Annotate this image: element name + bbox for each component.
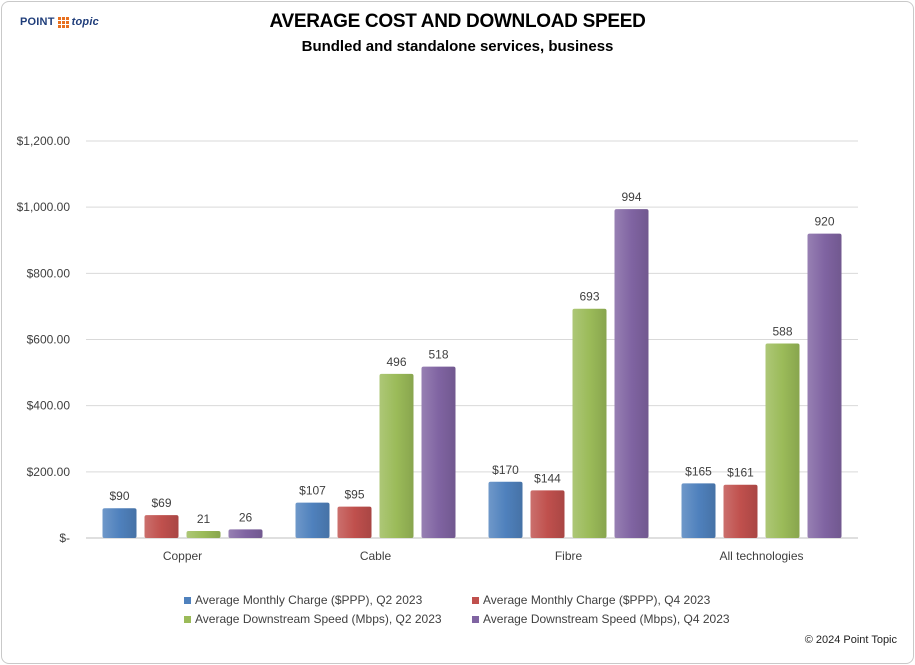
- legend-swatch: [472, 615, 479, 623]
- data-label: 994: [621, 190, 641, 204]
- data-label: $161: [727, 466, 754, 480]
- y-tick-label: $400.00: [27, 399, 71, 413]
- bar: [186, 531, 221, 538]
- y-tick-label: $1,200.00: [17, 134, 71, 148]
- x-tick-label: All technologies: [719, 549, 803, 563]
- data-label: $165: [685, 464, 712, 478]
- legend-label: Average Monthly Charge ($PPP), Q4 2023: [483, 593, 711, 607]
- bar: [102, 508, 137, 538]
- bar: [765, 343, 800, 538]
- bar: [295, 502, 330, 538]
- data-label: $144: [534, 471, 561, 485]
- bar: [337, 506, 372, 538]
- data-label: 518: [428, 348, 448, 362]
- chart-title: AVERAGE COST AND DOWNLOAD SPEED: [269, 11, 646, 32]
- y-tick-label: $-: [59, 531, 70, 545]
- data-label: $90: [109, 489, 129, 503]
- data-label: 920: [814, 215, 834, 229]
- legend-swatch: [472, 596, 479, 604]
- data-label: $170: [492, 463, 519, 477]
- bar: [572, 308, 607, 538]
- y-tick-label: $200.00: [27, 465, 71, 479]
- bar: [681, 483, 716, 538]
- bar: [614, 209, 649, 538]
- data-label: $95: [344, 488, 364, 502]
- copyright-text: © 2024 Point Topic: [804, 634, 897, 646]
- x-axis: Copper Cable Fibre All technologies: [163, 549, 804, 563]
- legend: Average Monthly Charge ($PPP), Q2 2023 Av…: [184, 593, 804, 626]
- legend-item: Average Monthly Charge ($PPP), Q2 2023: [184, 593, 472, 607]
- legend-item: Average Monthly Charge ($PPP), Q4 2023: [472, 593, 772, 607]
- data-label: 496: [386, 355, 406, 369]
- logo-text-point: POINT: [20, 16, 55, 28]
- point-topic-logo: POINT topic: [20, 16, 99, 28]
- bar: [807, 233, 842, 538]
- legend-item: Average Downstream Speed (Mbps), Q2 2023: [184, 612, 472, 626]
- bar: [228, 529, 263, 538]
- data-label: 693: [579, 290, 599, 304]
- legend-item: Average Downstream Speed (Mbps), Q4 2023: [472, 612, 772, 626]
- legend-swatch: [184, 615, 191, 623]
- logo-grid-icon: [57, 16, 69, 28]
- data-label: 588: [772, 324, 792, 338]
- data-label: 21: [197, 512, 211, 526]
- legend-label: Average Monthly Charge ($PPP), Q2 2023: [195, 593, 423, 607]
- x-tick-label: Fibre: [555, 549, 583, 563]
- data-label: $107: [299, 484, 326, 498]
- legend-label: Average Downstream Speed (Mbps), Q4 2023: [483, 612, 730, 626]
- y-tick-label: $1,000.00: [17, 200, 71, 214]
- bar: [144, 515, 179, 538]
- bars: $90 $69 21 26 $107 $95 496 518 $170 $144 693 994 $16…: [102, 190, 842, 538]
- legend-label: Average Downstream Speed (Mbps), Q2 2023: [195, 612, 442, 626]
- y-tick-label: $600.00: [27, 333, 71, 347]
- y-tick-label: $800.00: [27, 266, 71, 280]
- legend-swatch: [184, 596, 191, 604]
- bar: [421, 366, 456, 538]
- x-tick-label: Copper: [163, 549, 202, 563]
- x-tick-label: Cable: [360, 549, 392, 563]
- bar: [723, 484, 758, 538]
- chart-subtitle: Bundled and standalone services, busines…: [301, 38, 614, 55]
- y-axis: $- $200.00 $400.00 $600.00 $800.00 $1,000.00 $…: [17, 134, 71, 545]
- bar: [488, 481, 523, 538]
- bar: [379, 373, 414, 538]
- data-label: 26: [239, 510, 253, 524]
- data-label: $69: [151, 496, 171, 510]
- logo-text-topic: topic: [71, 16, 99, 28]
- bar: [530, 490, 565, 538]
